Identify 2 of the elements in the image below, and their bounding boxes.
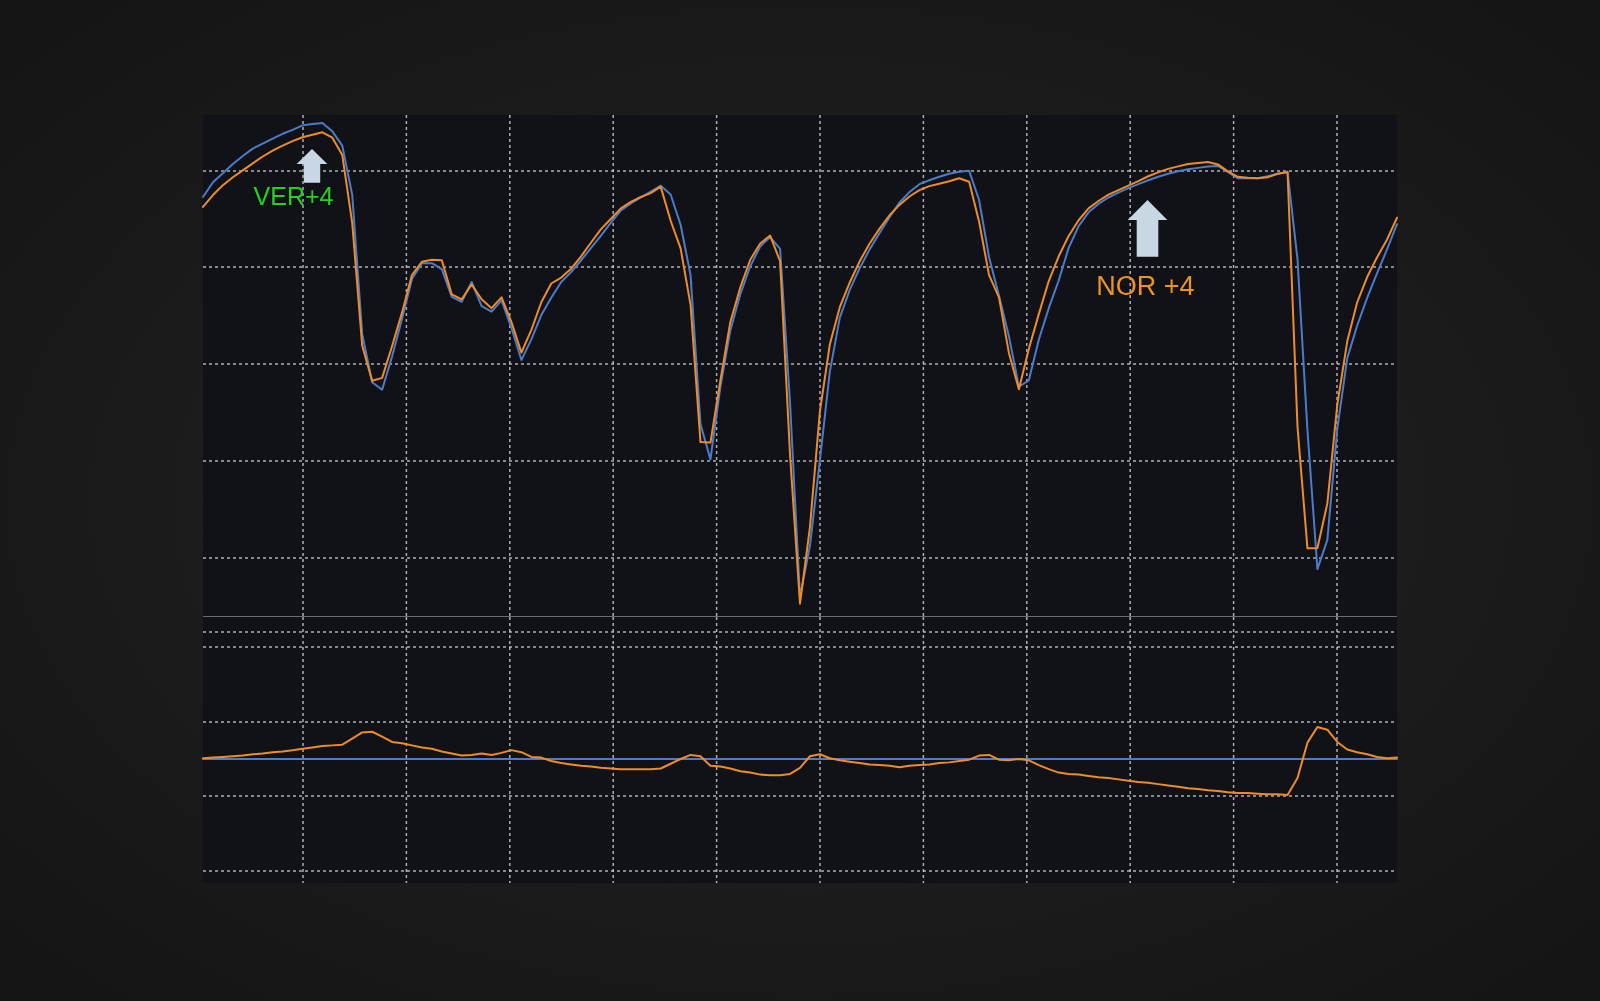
- annotation: VER+4: [253, 182, 334, 210]
- annotation: NOR +4: [1096, 271, 1195, 301]
